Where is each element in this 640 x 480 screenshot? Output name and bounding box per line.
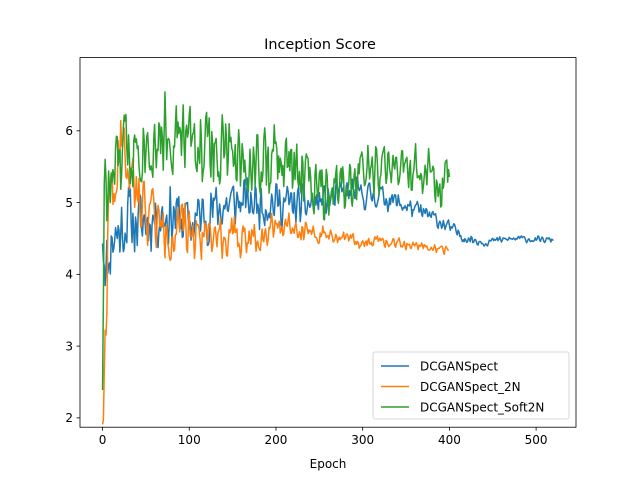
x-tick-label: 500: [525, 433, 548, 447]
chart-title: Inception Score: [264, 37, 376, 53]
y-tick-label: 2: [65, 411, 73, 425]
x-tick-label: 200: [265, 433, 288, 447]
y-tick-label: 5: [65, 196, 73, 210]
x-tick-label: 0: [99, 433, 107, 447]
x-tick-label: 100: [178, 433, 201, 447]
legend-label: DCGANSpect_2N: [420, 380, 521, 394]
y-tick-label: 4: [65, 268, 73, 282]
y-tick-label: 6: [65, 124, 73, 138]
plot-frame: [79, 57, 577, 428]
legend: DCGANSpect DCGANSpect_2N DCGANSpect_Soft2N: [372, 351, 570, 420]
series-line-2: [101, 119, 450, 425]
legend-entries: DCGANSpect DCGANSpect_2N DCGANSpect_Soft2N: [381, 359, 544, 414]
legend-label: DCGANSpect_Soft2N: [420, 400, 544, 414]
x-tick-label: 300: [351, 433, 374, 447]
x-axis-label: Epoch: [310, 457, 347, 471]
legend-box: [372, 351, 570, 420]
series-line-3: [101, 91, 451, 390]
x-axis: 0 100 200 300 400 500: [99, 427, 548, 447]
y-tick-label: 3: [65, 339, 73, 353]
x-tick-label: 400: [438, 433, 461, 447]
legend-label: DCGANSpect: [420, 359, 498, 373]
y-axis: 2 3 4 5 6: [65, 124, 80, 425]
plot-lines: [101, 91, 554, 425]
